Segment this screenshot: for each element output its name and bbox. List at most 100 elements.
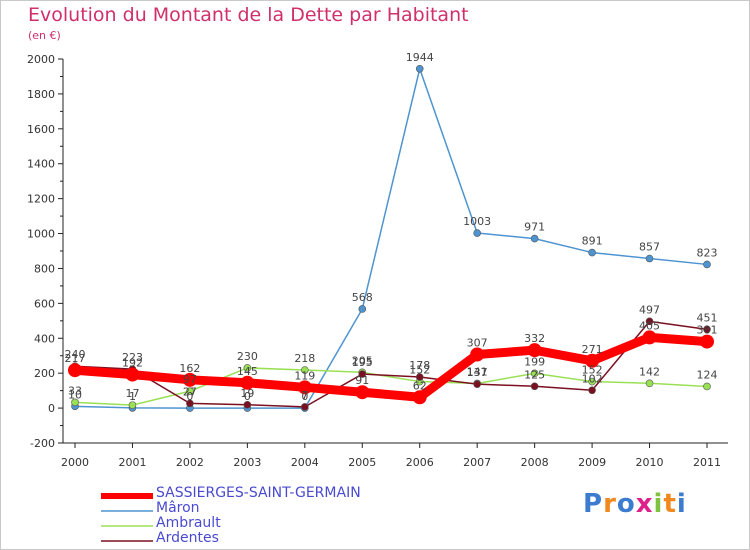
x-tick-label: 2006 bbox=[406, 456, 434, 469]
data-point bbox=[645, 379, 654, 388]
data-point bbox=[588, 377, 596, 386]
data-label: 307 bbox=[467, 337, 488, 350]
data-label: 568 bbox=[352, 291, 373, 304]
data-label: 192 bbox=[122, 357, 143, 370]
data-point bbox=[645, 254, 654, 263]
data-point bbox=[588, 248, 596, 257]
legend-swatch-maron bbox=[101, 510, 153, 512]
proxiti-logo: Proxiti bbox=[583, 489, 687, 519]
y-tick-label: 400 bbox=[34, 332, 55, 345]
x-tick-label: 2009 bbox=[578, 456, 606, 469]
data-point bbox=[703, 260, 711, 269]
data-label: 1003 bbox=[463, 215, 491, 228]
data-label: 195 bbox=[352, 356, 373, 369]
data-point bbox=[415, 373, 424, 381]
data-label: 178 bbox=[409, 359, 430, 372]
logo-letter: o bbox=[616, 489, 636, 519]
data-point bbox=[473, 380, 481, 388]
data-label: 124 bbox=[697, 368, 718, 381]
data-label: 497 bbox=[639, 303, 660, 316]
data-point bbox=[585, 353, 600, 368]
y-tick-label: 800 bbox=[34, 262, 55, 275]
legend-swatch-ardentes bbox=[101, 540, 153, 542]
chart-unit-label: (en €) bbox=[28, 29, 61, 42]
logo-letter: t bbox=[663, 489, 677, 519]
y-tick-label: -200 bbox=[30, 437, 55, 450]
data-point bbox=[358, 305, 367, 313]
data-label: 142 bbox=[639, 365, 660, 378]
x-tick-label: 2000 bbox=[61, 456, 89, 469]
data-label: 823 bbox=[697, 246, 718, 259]
x-tick-label: 2003 bbox=[233, 456, 261, 469]
data-point bbox=[358, 370, 367, 378]
data-label: 1 bbox=[129, 390, 136, 403]
logo-letter: P bbox=[583, 489, 604, 519]
data-point bbox=[530, 234, 539, 243]
data-label: 223 bbox=[122, 351, 143, 364]
legend-label-sassierges: SASSIERGES-SAINT-GERMAIN bbox=[156, 485, 361, 501]
legend-item-maron: Mâron bbox=[101, 501, 421, 516]
data-label: 141 bbox=[467, 365, 488, 378]
data-label: 125 bbox=[524, 368, 545, 381]
data-point bbox=[186, 387, 194, 395]
logo-letter: i bbox=[676, 489, 687, 519]
data-point bbox=[530, 382, 539, 391]
chart-title: Evolution du Montant de la Dette par Hab… bbox=[28, 4, 469, 26]
data-point bbox=[588, 386, 596, 395]
y-tick-label: 1200 bbox=[27, 193, 55, 206]
data-label: 102 bbox=[582, 372, 603, 385]
x-tick-label: 2001 bbox=[118, 456, 146, 469]
legend-label-maron: Mâron bbox=[156, 500, 200, 516]
y-tick-label: 2000 bbox=[27, 53, 55, 66]
data-label: 0 bbox=[186, 390, 193, 403]
data-label: 0 bbox=[301, 390, 308, 403]
x-tick-label: 2011 bbox=[693, 456, 721, 469]
y-tick-label: 1400 bbox=[27, 158, 55, 171]
series-points bbox=[68, 64, 714, 412]
data-label: 33 bbox=[68, 384, 82, 397]
data-point bbox=[186, 399, 194, 408]
data-label: 97 bbox=[183, 373, 197, 386]
data-label: 27 bbox=[183, 385, 197, 398]
data-point bbox=[703, 325, 711, 334]
data-label: 205 bbox=[352, 354, 373, 367]
data-label: 62 bbox=[413, 379, 427, 392]
legend: SASSIERGES-SAINT-GERMAIN Mâron Ambrault … bbox=[101, 486, 421, 546]
data-label: 145 bbox=[237, 365, 258, 378]
y-tick-label: 0 bbox=[48, 402, 55, 415]
logo-letter: r bbox=[603, 489, 617, 519]
data-point bbox=[355, 385, 370, 400]
data-point bbox=[700, 334, 714, 349]
data-point bbox=[182, 372, 197, 387]
y-tick-label: 1000 bbox=[27, 228, 55, 241]
data-label: 162 bbox=[179, 362, 200, 375]
logo-letter: i bbox=[653, 489, 664, 519]
data-point bbox=[243, 364, 252, 372]
data-point bbox=[530, 369, 539, 378]
data-label: 19 bbox=[240, 387, 254, 400]
data-point bbox=[128, 401, 137, 409]
data-label: 381 bbox=[697, 324, 718, 337]
y-tick-label: 600 bbox=[34, 297, 55, 310]
series-line-3 bbox=[74, 320, 708, 408]
data-label: 891 bbox=[582, 235, 603, 248]
series-line-0 bbox=[70, 332, 712, 402]
data-label: 971 bbox=[524, 221, 545, 234]
data-label: 240 bbox=[65, 348, 86, 361]
data-point bbox=[412, 390, 427, 405]
data-point bbox=[301, 366, 309, 374]
y-tick-label: 1600 bbox=[27, 123, 55, 136]
legend-item-ardentes: Ardentes bbox=[101, 531, 421, 546]
logo-letter: x bbox=[635, 489, 654, 519]
data-label: 0 bbox=[244, 390, 251, 403]
data-label: 857 bbox=[639, 241, 660, 254]
data-point bbox=[297, 380, 312, 395]
data-label: 218 bbox=[294, 352, 315, 365]
legend-item-ambrault: Ambrault bbox=[101, 516, 421, 531]
data-label: 91 bbox=[355, 374, 369, 387]
legend-label-ambrault: Ambrault bbox=[156, 515, 221, 531]
axis-ticks: -200020040060080010001200140016001800200… bbox=[27, 53, 721, 469]
data-label: 405 bbox=[639, 319, 660, 332]
